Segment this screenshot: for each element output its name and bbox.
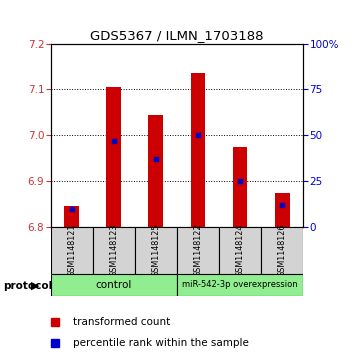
- Bar: [93, 227, 135, 274]
- Bar: [177, 274, 303, 296]
- Bar: [233, 147, 247, 227]
- Text: GSM1148123: GSM1148123: [109, 224, 118, 277]
- Text: protocol: protocol: [4, 281, 53, 291]
- Bar: [148, 115, 163, 227]
- Bar: [106, 87, 121, 227]
- Bar: [64, 206, 79, 227]
- Bar: [261, 227, 303, 274]
- Text: ▶: ▶: [31, 281, 39, 291]
- Bar: [219, 227, 261, 274]
- Text: GSM1148126: GSM1148126: [278, 224, 287, 277]
- Bar: [51, 227, 93, 274]
- Text: percentile rank within the sample: percentile rank within the sample: [73, 338, 249, 347]
- Bar: [177, 227, 219, 274]
- Text: control: control: [96, 280, 132, 290]
- Text: GSM1148124: GSM1148124: [236, 224, 244, 277]
- Text: GSM1148122: GSM1148122: [193, 224, 203, 277]
- Bar: [191, 73, 205, 227]
- Text: transformed count: transformed count: [73, 317, 171, 327]
- Title: GDS5367 / ILMN_1703188: GDS5367 / ILMN_1703188: [90, 29, 264, 42]
- Text: GSM1148125: GSM1148125: [151, 224, 160, 277]
- Text: miR-542-3p overexpression: miR-542-3p overexpression: [182, 281, 298, 289]
- Bar: [135, 227, 177, 274]
- Bar: [275, 192, 290, 227]
- Text: GSM1148121: GSM1148121: [67, 224, 76, 277]
- Bar: [51, 274, 177, 296]
